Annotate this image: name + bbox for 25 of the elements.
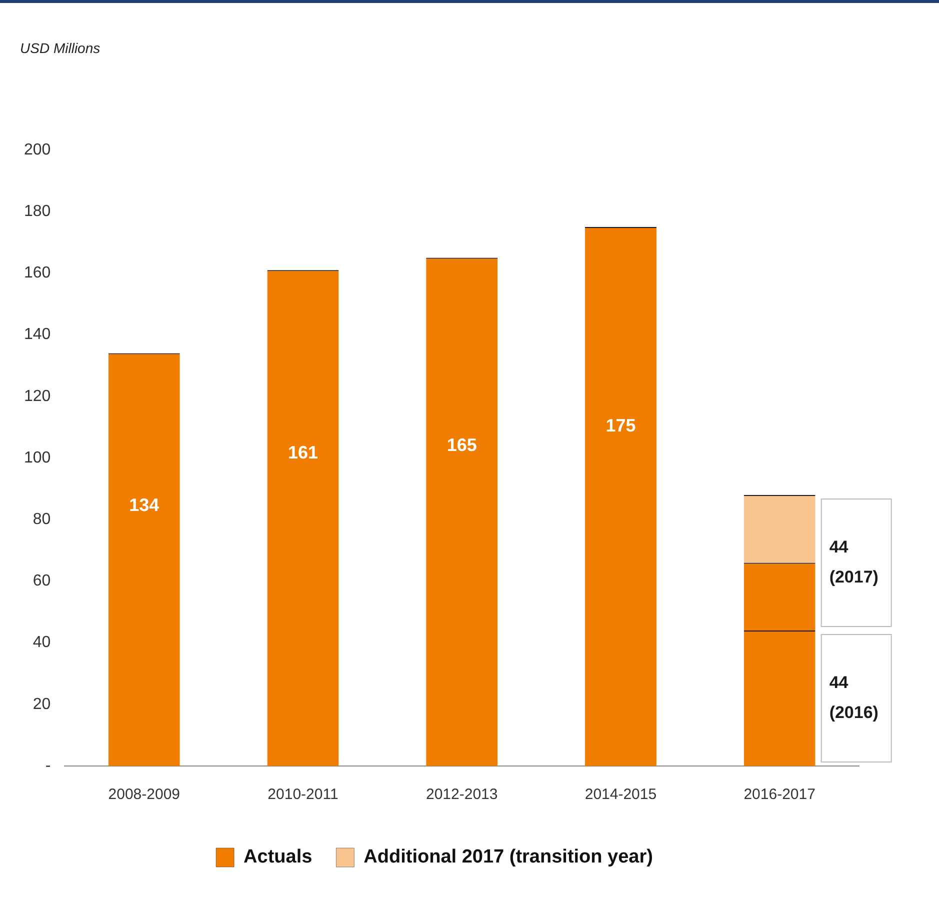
y-tick-label: 20 bbox=[32, 696, 51, 713]
y-tick-label: 140 bbox=[24, 326, 51, 344]
annotation: 44 (2016) bbox=[829, 672, 878, 722]
annotation: 44 (2017) bbox=[829, 537, 878, 586]
data-label: 175 bbox=[606, 415, 636, 436]
x-tick-label: 2012-2013 bbox=[426, 786, 498, 804]
y-tick-label: 200 bbox=[24, 141, 51, 158]
y-tick-label: - bbox=[45, 757, 51, 774]
x-tick-label: 2014-2015 bbox=[584, 786, 657, 804]
y-tick-label: 180 bbox=[24, 203, 51, 220]
x-tick-label: 2016-2017 bbox=[744, 786, 816, 804]
data-label: 165 bbox=[446, 434, 477, 455]
legend-label: Actuals bbox=[244, 846, 312, 868]
y-tick-label: 40 bbox=[32, 634, 51, 652]
x-tick-label: 2010-2011 bbox=[268, 786, 338, 804]
y-tick-label: 100 bbox=[24, 449, 51, 466]
data-label: 161 bbox=[288, 442, 318, 463]
y-tick-label: 160 bbox=[24, 264, 51, 282]
legend-label: Additional 2017 (transition year) bbox=[364, 846, 653, 868]
text: USD Millions bbox=[20, 40, 100, 56]
y-tick-label: 80 bbox=[32, 511, 51, 528]
x-tick-label: 2008-2009 bbox=[108, 786, 180, 804]
data-label: 134 bbox=[129, 494, 160, 515]
y-tick-label: 60 bbox=[32, 572, 51, 590]
y-tick-label: 120 bbox=[24, 388, 51, 405]
